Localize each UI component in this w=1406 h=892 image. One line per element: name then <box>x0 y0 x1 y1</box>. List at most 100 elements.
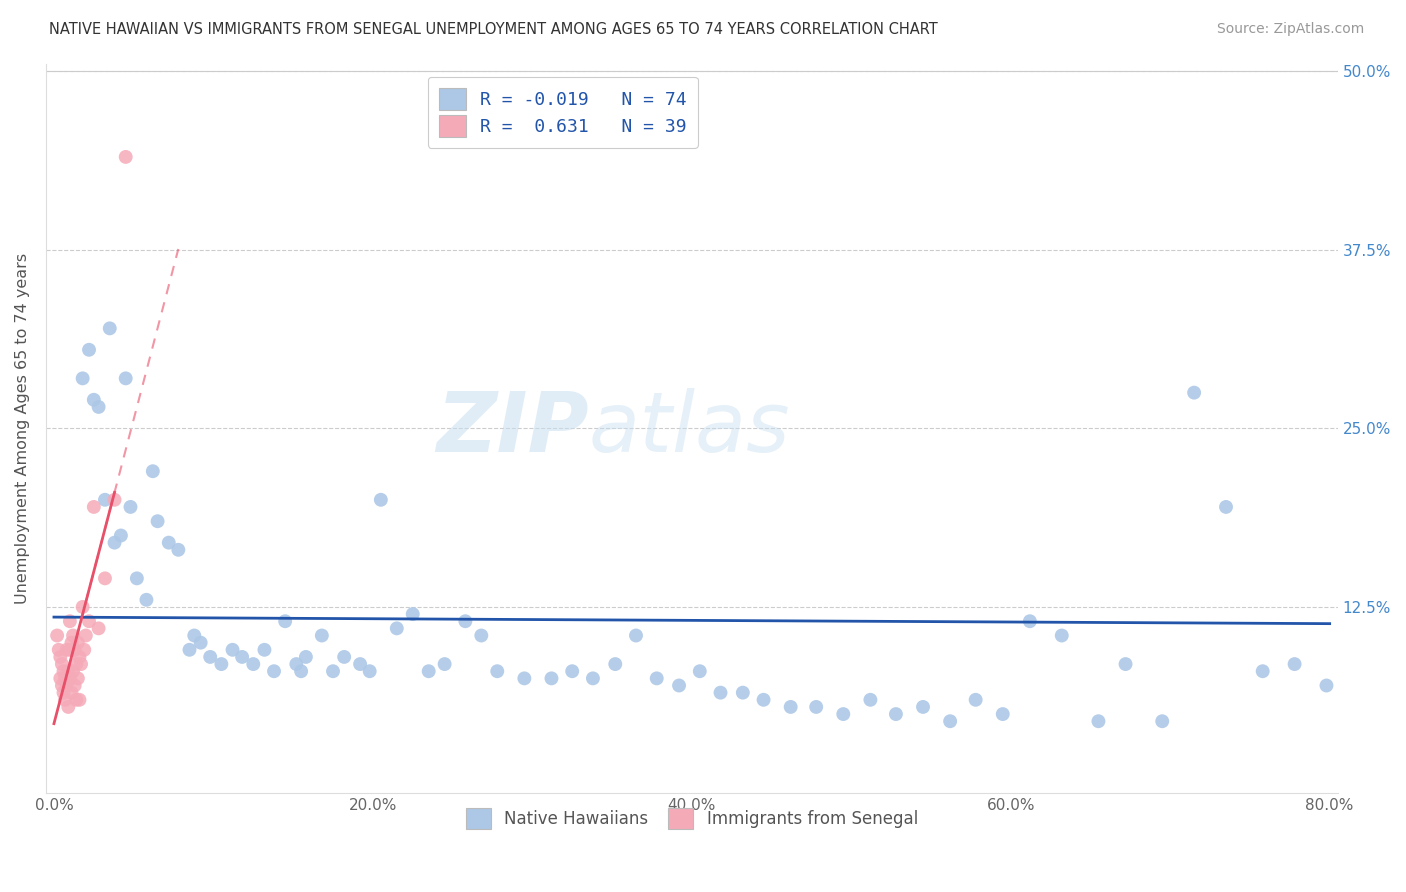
Point <box>1115 657 1137 671</box>
Point <box>1018 614 1040 628</box>
Point <box>69 693 91 707</box>
Point <box>221 642 243 657</box>
Point <box>689 664 711 678</box>
Point <box>83 500 105 514</box>
Point <box>752 693 775 707</box>
Point <box>540 671 562 685</box>
Point <box>1182 385 1205 400</box>
Point <box>385 621 408 635</box>
Point <box>49 671 72 685</box>
Point <box>94 571 117 585</box>
Point <box>939 714 962 729</box>
Point <box>884 707 907 722</box>
Point <box>486 664 509 678</box>
Point <box>125 571 148 585</box>
Point <box>911 700 934 714</box>
Point <box>55 642 77 657</box>
Point <box>418 664 440 678</box>
Point <box>60 686 83 700</box>
Point <box>114 371 136 385</box>
Point <box>359 664 381 678</box>
Legend: Native Hawaiians, Immigrants from Senegal: Native Hawaiians, Immigrants from Senega… <box>460 802 925 835</box>
Point <box>167 542 190 557</box>
Point <box>645 671 668 685</box>
Point <box>110 528 132 542</box>
Point <box>253 642 276 657</box>
Point <box>832 707 855 722</box>
Point <box>295 649 318 664</box>
Point <box>87 400 110 414</box>
Point <box>59 642 82 657</box>
Point <box>51 679 73 693</box>
Point <box>454 614 477 628</box>
Point <box>94 492 117 507</box>
Point <box>991 707 1014 722</box>
Point <box>59 614 82 628</box>
Point <box>65 693 87 707</box>
Point <box>120 500 142 514</box>
Point <box>349 657 371 671</box>
Point <box>179 642 201 657</box>
Point <box>58 700 80 714</box>
Text: atlas: atlas <box>589 388 790 469</box>
Point <box>83 392 105 407</box>
Point <box>58 664 80 678</box>
Point <box>63 642 86 657</box>
Point <box>103 535 125 549</box>
Point <box>66 635 89 649</box>
Text: ZIP: ZIP <box>436 388 589 469</box>
Point <box>59 671 82 685</box>
Point <box>285 657 308 671</box>
Point <box>1284 657 1306 671</box>
Point <box>1087 714 1109 729</box>
Point <box>1152 714 1174 729</box>
Point <box>49 649 72 664</box>
Point <box>62 664 84 678</box>
Point <box>806 700 828 714</box>
Point <box>183 628 205 642</box>
Point <box>731 686 754 700</box>
Point <box>70 657 93 671</box>
Point <box>52 664 75 678</box>
Point <box>513 671 536 685</box>
Point <box>190 635 212 649</box>
Point <box>242 657 264 671</box>
Point <box>135 592 157 607</box>
Point <box>209 657 232 671</box>
Point <box>46 628 69 642</box>
Point <box>62 628 84 642</box>
Point <box>77 614 100 628</box>
Point <box>370 492 392 507</box>
Point <box>63 679 86 693</box>
Point <box>65 657 87 671</box>
Point <box>859 693 882 707</box>
Point <box>322 664 344 678</box>
Point <box>1215 500 1237 514</box>
Point <box>779 700 801 714</box>
Point <box>51 657 73 671</box>
Point <box>1251 664 1274 678</box>
Point <box>53 671 76 685</box>
Point <box>605 657 627 671</box>
Point <box>200 649 222 664</box>
Point <box>263 664 285 678</box>
Point <box>48 642 70 657</box>
Point <box>103 492 125 507</box>
Point <box>114 150 136 164</box>
Point <box>709 686 731 700</box>
Point <box>75 628 97 642</box>
Point <box>98 321 121 335</box>
Point <box>1050 628 1073 642</box>
Point <box>73 642 96 657</box>
Point <box>624 628 647 642</box>
Point <box>87 621 110 635</box>
Point <box>157 535 180 549</box>
Point <box>561 664 583 678</box>
Point <box>470 628 492 642</box>
Point <box>52 686 75 700</box>
Point <box>274 614 297 628</box>
Point <box>66 671 89 685</box>
Point <box>333 649 356 664</box>
Point <box>433 657 456 671</box>
Point <box>290 664 312 678</box>
